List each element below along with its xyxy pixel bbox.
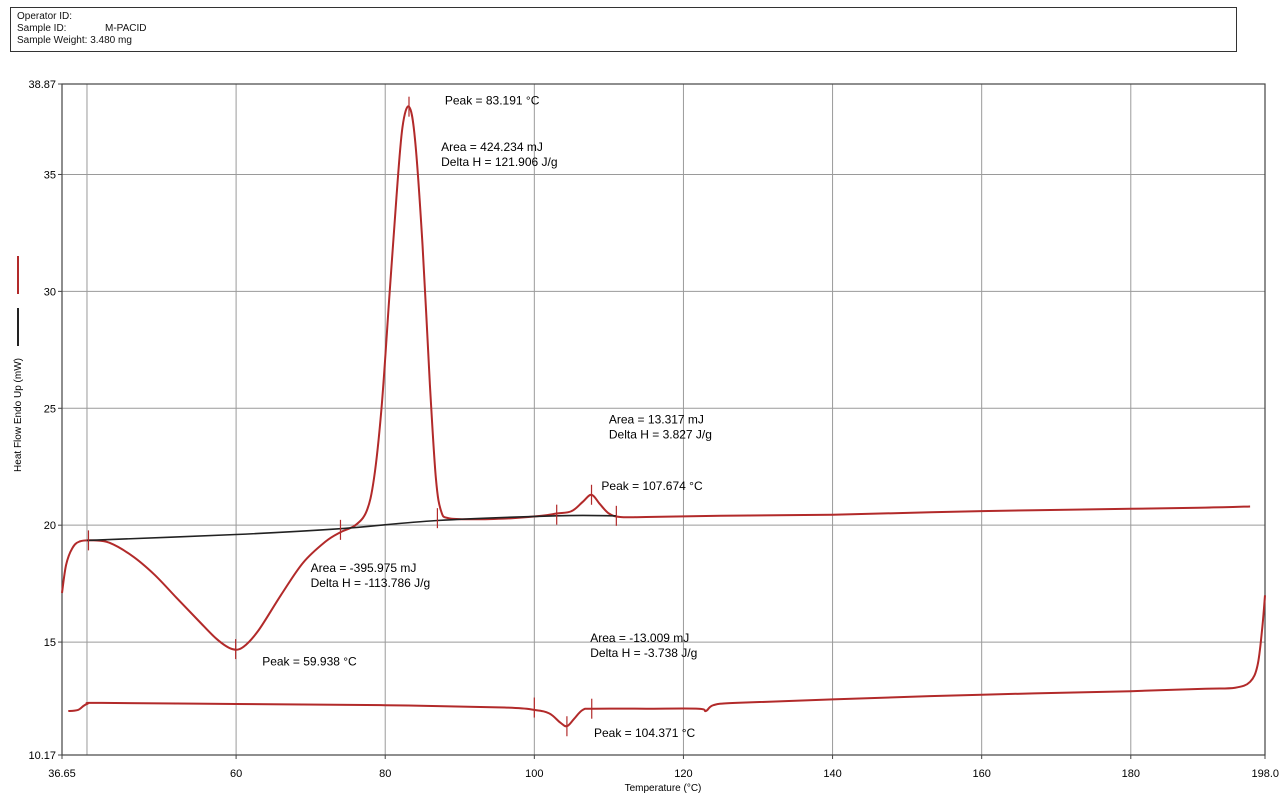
annotation-text: Peak = 104.371 °C bbox=[594, 726, 696, 740]
plot-frame bbox=[61, 83, 1266, 756]
x-tick-label: 120 bbox=[674, 768, 692, 780]
y-tick-label: 15 bbox=[44, 637, 56, 649]
x-axis-label: Temperature (°C) bbox=[625, 783, 702, 794]
annotation-text: Peak = 83.191 °C bbox=[445, 93, 540, 107]
sample-info-box: Operator ID: Sample ID: M-PACID Sample We… bbox=[10, 7, 1237, 52]
annotation-line: Delta H = 121.906 J/g bbox=[441, 155, 557, 169]
annotation-line: Delta H = -113.786 J/g bbox=[311, 576, 431, 590]
event-markers bbox=[87, 96, 617, 737]
y-tick-label: 38.87 bbox=[28, 79, 56, 91]
annotation-line: Area = -13.009 mJ bbox=[590, 631, 689, 645]
y-tick-label: 35 bbox=[44, 169, 56, 181]
sample-id-label: Sample ID: bbox=[17, 23, 67, 34]
operator-label: Operator ID: bbox=[17, 11, 73, 22]
y-tick-label: 30 bbox=[44, 286, 56, 298]
x-tick-label: 160 bbox=[972, 768, 990, 780]
sample-weight-value: 3.480 mg bbox=[90, 35, 132, 46]
annotation-text: Area = -13.009 mJ Delta H = -3.738 J/g bbox=[590, 631, 697, 660]
annotation-line: Peak = 59.938 °C bbox=[262, 654, 357, 668]
operator-row: Operator ID: bbox=[17, 11, 105, 22]
y-tick-label: 25 bbox=[44, 403, 56, 415]
axis-ticks: 36.65 60 80 100 120 140 160 180 198.0 10.17 15 20 25… bbox=[28, 79, 1279, 780]
y-tick-label: 10.17 bbox=[28, 750, 56, 762]
x-tick-label: 100 bbox=[525, 768, 543, 780]
heating-trace bbox=[61, 105, 1251, 651]
y-tick-label: 20 bbox=[44, 520, 56, 532]
x-tick-label: 140 bbox=[823, 768, 841, 780]
x-tick-label: 198.0 bbox=[1251, 768, 1279, 780]
baseline-trace bbox=[86, 514, 617, 542]
annotation-line: Area = 13.317 mJ bbox=[609, 412, 704, 426]
annotation-line: Peak = 83.191 °C bbox=[445, 93, 540, 107]
sample-id-value: M-PACID bbox=[105, 23, 147, 34]
sample-weight-label: Sample Weight: bbox=[17, 35, 88, 46]
annotation-line: Delta H = 3.827 J/g bbox=[609, 427, 712, 441]
annotation-text: Area = 424.234 mJ Delta H = 121.906 J/g bbox=[441, 140, 557, 169]
annotation-text: Area = 13.317 mJ Delta H = 3.827 J/g bbox=[609, 412, 712, 441]
annotation-line: Area = 424.234 mJ bbox=[441, 140, 543, 154]
sample-weight-row: Sample Weight: 3.480 mg bbox=[17, 35, 132, 46]
annotation-line: Delta H = -3.738 J/g bbox=[590, 646, 697, 660]
x-tick-label: 60 bbox=[230, 768, 242, 780]
annotation-text: Peak = 107.674 °C bbox=[601, 479, 703, 493]
x-tick-label: 36.65 bbox=[48, 768, 76, 780]
grid bbox=[62, 84, 1265, 755]
annotation-line: Peak = 104.371 °C bbox=[594, 726, 696, 740]
sample-id-row: Sample ID: M-PACID bbox=[17, 23, 146, 34]
cooling-trace bbox=[68, 595, 1266, 728]
annotation-text: Area = -395.975 mJ Delta H = -113.786 J/g bbox=[311, 561, 431, 590]
x-tick-label: 80 bbox=[379, 768, 391, 780]
annotation-line: Peak = 107.674 °C bbox=[601, 479, 703, 493]
x-tick-label: 180 bbox=[1122, 768, 1140, 780]
annotation-line: Area = -395.975 mJ bbox=[311, 561, 417, 575]
annotation-text: Peak = 59.938 °C bbox=[262, 654, 357, 668]
y-axis-label: Heat Flow Endo Up (mW) bbox=[13, 358, 24, 472]
